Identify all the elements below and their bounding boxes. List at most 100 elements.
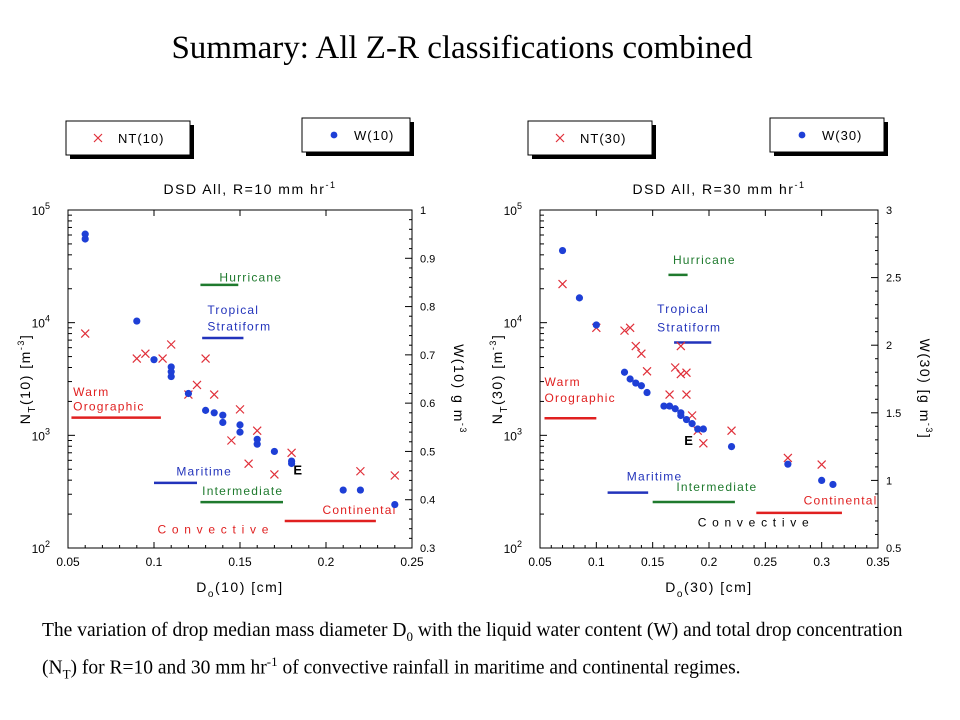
x-tick-label: 0.1 xyxy=(146,555,163,569)
w-dot-point xyxy=(694,425,702,433)
y-tick-exp: 5 xyxy=(517,201,522,211)
nt-x-point xyxy=(226,436,236,445)
series-w10 xyxy=(81,230,399,509)
y2-tick-label: 0.5 xyxy=(420,446,435,458)
w-dot-point xyxy=(356,486,364,494)
nt-x-point xyxy=(192,380,202,390)
caption-segment: The variation of drop median mass diamet… xyxy=(42,620,407,641)
y-tick-label: 103 xyxy=(32,426,50,443)
y-tick-exp: 2 xyxy=(517,539,522,549)
legend-box xyxy=(769,117,885,153)
w-dot-point xyxy=(184,389,192,398)
annotation-continental: Continental xyxy=(323,503,397,517)
nt-x-point xyxy=(676,369,686,379)
annotation-tropical: Tropical xyxy=(207,303,259,317)
chart-title-sup: -1 xyxy=(794,180,805,190)
y2-axis-label-sup: -3 xyxy=(924,423,934,434)
y-axis-label-sub: T xyxy=(499,405,510,413)
chart-title-text: DSD All, R=10 mm hr xyxy=(164,181,326,197)
nt-x-point xyxy=(682,390,691,400)
nt-x-point xyxy=(625,323,635,333)
y2-axis-label: W(30) [g m-3] xyxy=(917,339,934,440)
nt-x-point xyxy=(665,390,674,400)
legend-nt10: NT(10) xyxy=(65,120,194,159)
w-dot-point xyxy=(558,246,567,255)
y2-tick-label: 2.5 xyxy=(886,273,901,285)
annotation-warm: Warm xyxy=(545,375,581,389)
w-dot-point xyxy=(202,406,210,414)
w-dot-point xyxy=(682,415,691,424)
y-axis-label-end: ] xyxy=(489,334,505,339)
nt-x-point xyxy=(269,469,279,479)
w-dot-point xyxy=(150,356,158,364)
x-tick-label: 0.2 xyxy=(701,555,718,569)
nt-x-point xyxy=(140,349,150,359)
caption-segment: with the liquid water content (W) and to… xyxy=(42,620,903,679)
caption-segment: of convective rainfall in maritime and c… xyxy=(277,657,741,679)
x-axis-label: Do(30) [cm] xyxy=(665,579,752,600)
series-nt10 xyxy=(80,329,400,480)
x-tick-label: 0.1 xyxy=(588,555,605,569)
slide-title: Summary: All Z-R classifications combine… xyxy=(171,30,753,66)
nt-x-point xyxy=(642,366,652,376)
chart-2: NT(30) W(30) DSD All, R=30 mm hr-1 0.05 0.1 0… xyxy=(488,117,934,600)
y-tick-base: 10 xyxy=(32,429,46,443)
w-dot-point xyxy=(391,500,399,509)
annotation-maritime: Maritime xyxy=(176,465,232,479)
w-dot-point xyxy=(236,421,244,429)
annotation-intermediate: Intermediate xyxy=(676,480,757,494)
w-dot-point xyxy=(270,447,278,456)
w-dot-point xyxy=(219,418,227,427)
annotation-stratiform: Stratiform xyxy=(207,320,271,334)
w-dot-point xyxy=(637,382,646,390)
x-tick-label: 0.35 xyxy=(866,555,890,569)
w-dot-point xyxy=(665,402,674,410)
w-dot-point xyxy=(253,440,261,448)
y2-tick-label: 0.5 xyxy=(886,543,901,555)
legend-w30: W(30) xyxy=(769,117,888,156)
y2-tick-label: 3 xyxy=(886,205,892,217)
nt-x-point xyxy=(209,390,219,400)
w-dot-point xyxy=(575,294,584,302)
legend-label: W(30) xyxy=(822,128,862,143)
annotation-continental: Continental xyxy=(804,494,878,508)
y-tick-base: 10 xyxy=(32,317,46,331)
caption-segment: -1 xyxy=(266,653,278,669)
y2-tick-label: 0.4 xyxy=(420,495,435,507)
nt-x-point xyxy=(783,453,793,463)
y-axis-label-end: ] xyxy=(17,334,33,339)
x-tick-label: 0.25 xyxy=(754,555,778,569)
y-axis-label-prefix: N xyxy=(17,413,33,425)
nt-x-point xyxy=(244,459,254,469)
legend-label: NT(30) xyxy=(580,131,626,146)
nt-x-point xyxy=(558,279,567,289)
w-dot-point xyxy=(632,379,640,387)
y-tick-label: 105 xyxy=(32,201,50,218)
y2-tick-label: 1 xyxy=(886,475,892,487)
y-tick-exp: 3 xyxy=(45,426,50,436)
w-dot-point xyxy=(818,476,826,484)
y2-tick-label: 1.5 xyxy=(886,408,901,420)
series-nt30 xyxy=(558,279,827,470)
y-tick-base: 10 xyxy=(504,429,518,443)
y-tick-label: 104 xyxy=(504,314,522,331)
y-axis-label-sub: T xyxy=(27,405,38,413)
legend-dot-marker xyxy=(330,131,338,139)
legend-x-marker xyxy=(555,133,565,143)
x-tick-label: 0.05 xyxy=(528,555,552,569)
y-axis-label-sup: -3 xyxy=(16,339,26,350)
w-dot-point xyxy=(167,372,175,381)
w-dot-point xyxy=(620,368,629,376)
x-axis-label-prefix: D xyxy=(196,579,208,595)
annotation-orographic: Orographic xyxy=(73,399,144,413)
w-dot-point xyxy=(236,428,244,436)
y2-axis-label-end: ] xyxy=(917,434,933,439)
w-dot-point xyxy=(660,402,668,410)
y-tick-exp: 2 xyxy=(45,539,50,549)
w-dot-point xyxy=(727,443,736,451)
w-dot-point xyxy=(626,375,634,383)
y-tick-base: 10 xyxy=(504,204,518,218)
y-tick-exp: 4 xyxy=(517,314,522,324)
legend-box xyxy=(527,120,653,156)
annotation-maritime: Maritime xyxy=(627,469,683,483)
